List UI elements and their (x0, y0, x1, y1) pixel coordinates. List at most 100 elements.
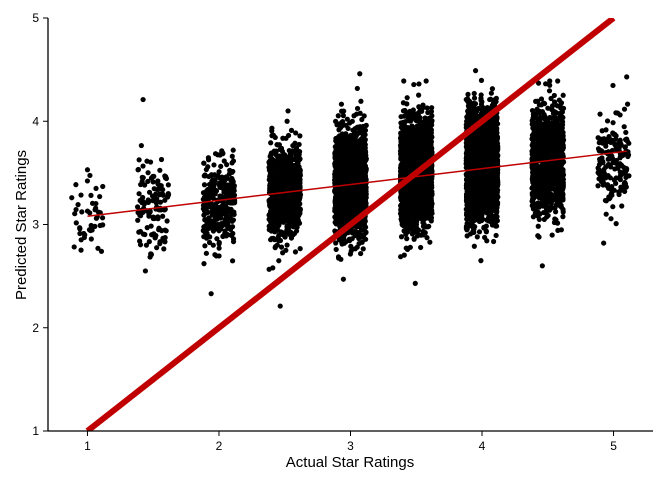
data-point (229, 258, 236, 264)
data-point (216, 253, 222, 259)
data-point (100, 222, 106, 228)
data-point (342, 163, 348, 169)
data-point (145, 199, 151, 206)
data-point (86, 227, 93, 233)
data-point (210, 208, 216, 214)
data-point (287, 152, 294, 158)
data-point (140, 231, 146, 237)
data-point (361, 232, 367, 238)
data-point (229, 160, 235, 166)
data-point (98, 248, 105, 254)
data-point (358, 98, 364, 104)
data-point (135, 217, 141, 223)
data-point (145, 178, 151, 185)
data-point (292, 148, 298, 154)
data-point (357, 198, 364, 204)
data-point (99, 215, 106, 221)
data-point (360, 246, 366, 252)
data-point (202, 190, 208, 196)
point-group (266, 108, 304, 309)
data-point (277, 178, 283, 185)
data-point (201, 194, 208, 200)
data-point (347, 153, 353, 160)
data-point (281, 209, 287, 215)
data-point (338, 101, 345, 107)
data-point (224, 175, 230, 181)
data-point (340, 113, 346, 119)
data-point (268, 140, 274, 146)
data-point (351, 113, 357, 119)
data-point (276, 222, 282, 228)
data-point (333, 210, 339, 216)
data-point (148, 223, 154, 229)
data-point (152, 235, 158, 241)
data-point (347, 238, 353, 244)
data-point (345, 125, 351, 132)
data-point (285, 205, 291, 211)
data-point (416, 81, 422, 87)
data-point (229, 153, 235, 159)
data-point (278, 162, 284, 168)
data-point (223, 233, 229, 239)
data-point (273, 209, 279, 215)
data-point (221, 158, 227, 164)
data-point (278, 244, 285, 250)
data-point (293, 183, 300, 190)
data-point (293, 219, 300, 226)
data-point (216, 169, 222, 175)
data-point (201, 160, 207, 166)
data-point (294, 164, 301, 170)
data-point (352, 197, 358, 203)
data-point (157, 167, 163, 173)
data-point (148, 175, 155, 181)
data-point (287, 164, 293, 170)
data-point (286, 160, 292, 166)
data-point (157, 199, 164, 205)
point-group (200, 147, 238, 297)
data-point (359, 174, 365, 181)
data-point (144, 158, 150, 164)
data-point (164, 218, 170, 224)
data-point (338, 124, 344, 131)
data-point (338, 178, 344, 184)
data-point (155, 216, 161, 222)
data-point (138, 210, 144, 216)
data-point (216, 245, 222, 251)
data-point (137, 242, 144, 248)
data-point (216, 174, 222, 181)
data-point (207, 234, 213, 240)
data-point (340, 276, 346, 282)
data-point (146, 189, 153, 195)
data-point (269, 133, 275, 139)
data-point (87, 172, 93, 179)
data-point (218, 203, 225, 210)
data-point (333, 240, 339, 246)
data-point (140, 163, 146, 169)
data-point (285, 108, 291, 114)
data-point (360, 152, 366, 159)
data-point (357, 194, 363, 200)
data-point (153, 200, 160, 206)
data-point (202, 243, 208, 249)
data-point (218, 163, 224, 169)
data-point (349, 169, 355, 175)
data-point (134, 204, 141, 210)
data-point (151, 186, 157, 192)
data-point (78, 192, 84, 198)
data-point (270, 221, 276, 227)
data-point (203, 250, 209, 256)
data-point (141, 201, 147, 207)
data-point (228, 206, 234, 212)
data-point (349, 144, 356, 150)
data-point (200, 228, 206, 234)
data-point (344, 173, 350, 180)
data-point (362, 189, 368, 195)
data-point (332, 219, 338, 225)
data-point (230, 182, 236, 188)
data-point (333, 118, 339, 124)
data-point (266, 266, 272, 272)
data-point (161, 246, 167, 252)
data-point (292, 249, 299, 255)
